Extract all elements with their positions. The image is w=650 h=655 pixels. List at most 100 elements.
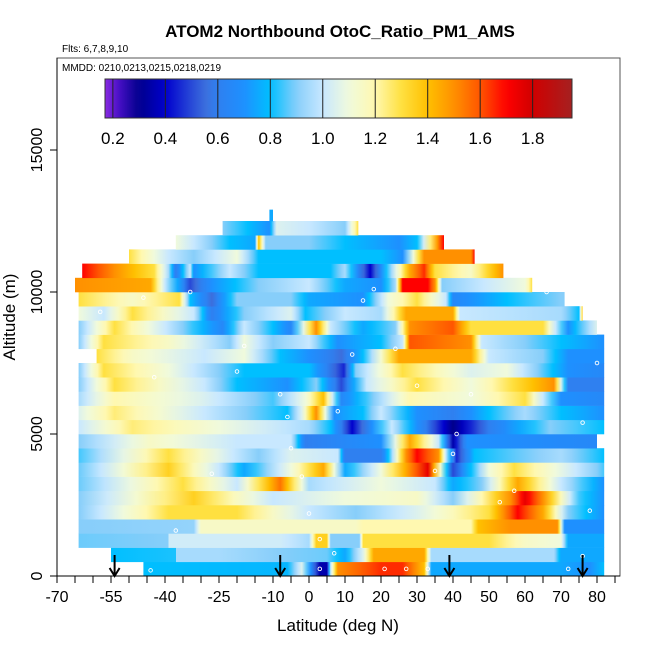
x-tick-label: 0 [305,589,314,606]
sample-point [151,374,157,380]
curtain-layer [78,292,565,307]
sample-point [544,289,549,295]
sample-point [414,383,420,388]
colorbar-tick-label: 1.8 [521,129,545,148]
chart-title: ATOM2 Northbound OtoC_Ratio_PM1_AMS [165,22,515,41]
sample-point [393,346,398,352]
colorbar-tick-label: 0.2 [101,129,125,148]
sample-point [209,471,215,477]
sample-point [425,566,431,572]
x-axis-label: Latitude (deg N) [277,616,399,635]
y-tick-label: 5000 [29,416,46,452]
x-tick-label: 50 [480,589,498,606]
sample-point [306,511,312,516]
curtain-layer [78,377,605,392]
sample-point [335,409,341,414]
x-tick-label: 70 [552,589,570,606]
x-tick-label: 40 [444,589,462,606]
sample-point [317,566,323,572]
x-tick-label: 60 [516,589,534,606]
colorbar-tick-label: 0.8 [258,129,282,148]
curtain-layer [78,419,605,435]
colorbar-tick-label: 1.4 [416,129,440,148]
sample-point [403,566,409,572]
sample-point [360,298,366,303]
sample-point [317,536,323,542]
sample-point [241,343,247,349]
y-axis-label: Altitude (m) [0,274,19,361]
sample-point [234,369,240,374]
curtain-layer [78,320,598,335]
sample-point [468,391,474,397]
curtain-layer [78,476,605,492]
sample-point [349,352,355,357]
curtain-layer [175,235,445,250]
curtain-layer [78,490,605,506]
sample-point [187,289,193,295]
sample-point [450,451,456,457]
sample-point [97,309,103,315]
curtain-layer [111,547,605,563]
curtain-layer [269,209,273,222]
x-tick-label: 30 [408,589,426,606]
curtain-layer [75,277,533,293]
sample-point [299,474,305,479]
sample-point [454,431,459,437]
sample-point [497,499,503,505]
curtain-layer [78,306,583,321]
dates-label: MMDD: 0210,0213,0215,0218,0219 [62,63,221,74]
curtain-layer [78,334,605,350]
curtain-layer [78,391,605,406]
x-tick-label: -70 [45,589,68,606]
sample-point [432,468,438,474]
curtain-layer [78,405,605,421]
x-tick-label: -55 [99,589,122,606]
curtain-layer [82,263,504,279]
sample-point [587,508,593,513]
sample-point [511,488,517,494]
y-tick-label: 10000 [29,270,46,315]
curtain-layer [78,363,605,378]
sample-point [277,391,283,397]
sample-point [148,568,153,573]
curtain-layer [96,348,605,364]
chart-subtitle: Flts: 6,7,8,9,10 [62,44,129,55]
curtain-layer [78,519,605,534]
curtain-layer [78,434,598,449]
y-axis: 0 5000 10000 15000 [29,58,58,580]
curtain-layer [78,533,605,548]
sample-point [371,286,377,292]
sample-point [565,566,571,572]
y-tick-label: 0 [29,571,46,580]
curtain-layer [143,561,605,577]
curtain-layers [75,209,605,577]
sample-point [141,295,146,300]
sample-point [382,566,387,572]
curtain-layer [78,448,605,463]
colorbar-tick-label: 0.6 [206,129,230,148]
x-tick-label: -10 [261,589,284,606]
curtain-layer [222,221,359,236]
sample-point [285,414,290,420]
x-tick-label: -40 [153,589,176,606]
sample-point [331,551,337,556]
sample-points [97,286,600,573]
sample-point [580,420,585,425]
curtain-layer [78,462,605,477]
sample-point [594,360,600,366]
y-tick-label: 15000 [29,128,46,173]
x-tick-label: 10 [336,589,354,606]
curtain-layer [129,249,475,264]
colorbar-tick-label: 1.6 [468,129,492,148]
x-axis: -70 -55 -40 -25 -10 0 10 20 30 40 50 60 70 80 [45,575,620,606]
colorbar-tick-label: 1.2 [363,129,387,148]
curtain-layer [78,505,605,520]
x-tick-label: 20 [372,589,390,606]
x-tick-label: -25 [207,589,230,606]
colorbar-tick-label: 0.4 [154,129,178,148]
sample-point [173,528,179,533]
x-tick-label: 80 [588,589,606,606]
colorbar-gradient [104,78,573,119]
